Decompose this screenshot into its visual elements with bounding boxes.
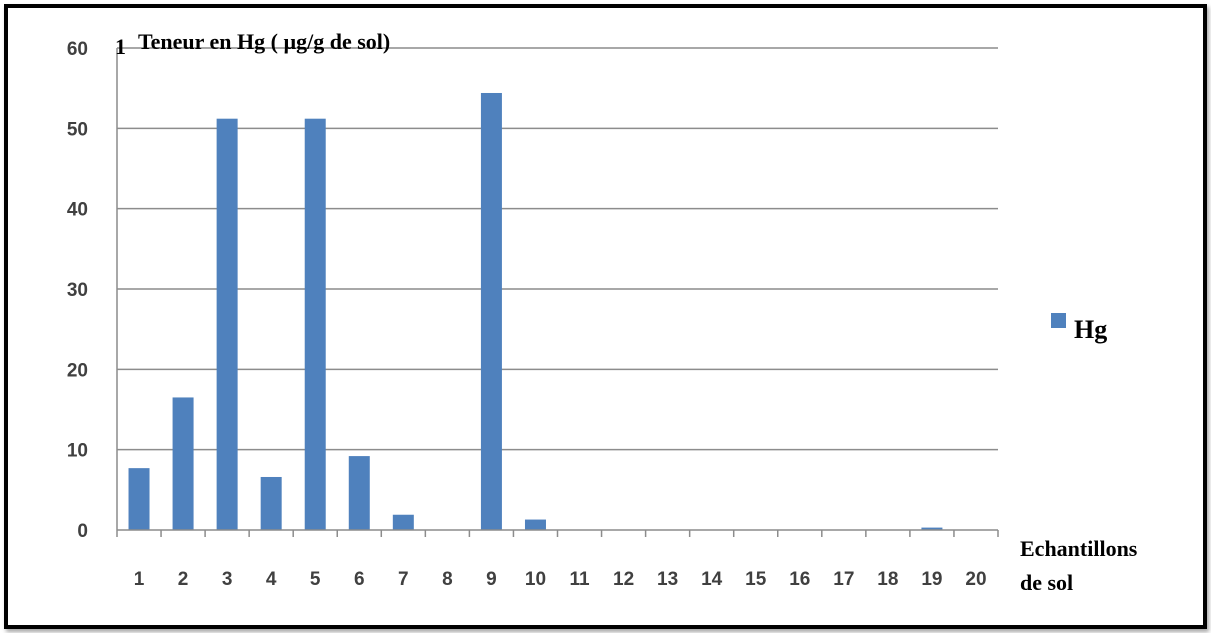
x-tick-label: 13 bbox=[657, 569, 678, 590]
x-tick-label: 7 bbox=[398, 569, 409, 590]
x-tick-label: 6 bbox=[354, 569, 365, 590]
bar-9 bbox=[480, 92, 502, 530]
x-tick-label: 3 bbox=[222, 569, 233, 590]
bar-1 bbox=[128, 468, 150, 530]
x-tick-label: 2 bbox=[178, 569, 189, 590]
chart-frame bbox=[4, 4, 1207, 629]
y-tick-label: 50 bbox=[67, 119, 88, 140]
x-axis-label-line2: de sol bbox=[1020, 570, 1073, 595]
gridlines bbox=[116, 47, 998, 530]
x-tick-label: 17 bbox=[833, 569, 854, 590]
x-tick-label: 19 bbox=[921, 569, 942, 590]
x-tick-label: 15 bbox=[745, 569, 767, 590]
y-tick-label: 40 bbox=[67, 200, 88, 221]
bar-6 bbox=[348, 456, 370, 530]
x-tick-label: 18 bbox=[877, 569, 898, 590]
y-axis-label: Teneur en Hg ( µg/g de sol) bbox=[138, 29, 390, 54]
x-tick-label: 16 bbox=[789, 569, 810, 590]
bars bbox=[128, 92, 943, 531]
x-tick-labels: 1 2 3 4 5 6 7 8 9 10 11 12 13 14 15 16 17 18 19 20 bbox=[134, 569, 987, 590]
y-tick-label: 60 bbox=[67, 39, 88, 60]
x-tick-label: 11 bbox=[569, 569, 590, 590]
x-tick-label: 9 bbox=[486, 569, 497, 590]
y-axis-label-prefix: 1 bbox=[115, 34, 126, 59]
y-tick-label: 30 bbox=[67, 280, 88, 301]
x-axis bbox=[116, 529, 999, 537]
x-tick-label: 5 bbox=[310, 569, 321, 590]
y-tick-labels: 0 10 20 30 40 50 60 bbox=[67, 39, 88, 542]
legend: Hg bbox=[1051, 313, 1107, 344]
y-tick-label: 0 bbox=[77, 521, 88, 542]
x-tick-label: 14 bbox=[701, 569, 723, 590]
legend-swatch-hg bbox=[1051, 313, 1066, 328]
x-tick-label: 4 bbox=[266, 569, 277, 590]
x-tick-label: 8 bbox=[442, 569, 453, 590]
bar-3 bbox=[216, 118, 238, 531]
x-axis-label-line1: Echantillons bbox=[1020, 536, 1138, 561]
y-tick-label: 20 bbox=[67, 360, 88, 381]
bar-5 bbox=[304, 118, 326, 531]
bar-7 bbox=[392, 514, 414, 530]
x-tick-label: 10 bbox=[525, 569, 546, 590]
legend-label-hg: Hg bbox=[1074, 315, 1107, 344]
bar-4 bbox=[260, 476, 282, 530]
bar-10 bbox=[524, 519, 546, 530]
x-tick-label: 1 bbox=[134, 569, 145, 590]
bar-2 bbox=[172, 397, 194, 530]
x-tick-label: 12 bbox=[613, 569, 634, 590]
y-tick-label: 10 bbox=[67, 441, 88, 462]
x-tick-label: 20 bbox=[965, 569, 986, 590]
bar-19 bbox=[921, 527, 943, 530]
